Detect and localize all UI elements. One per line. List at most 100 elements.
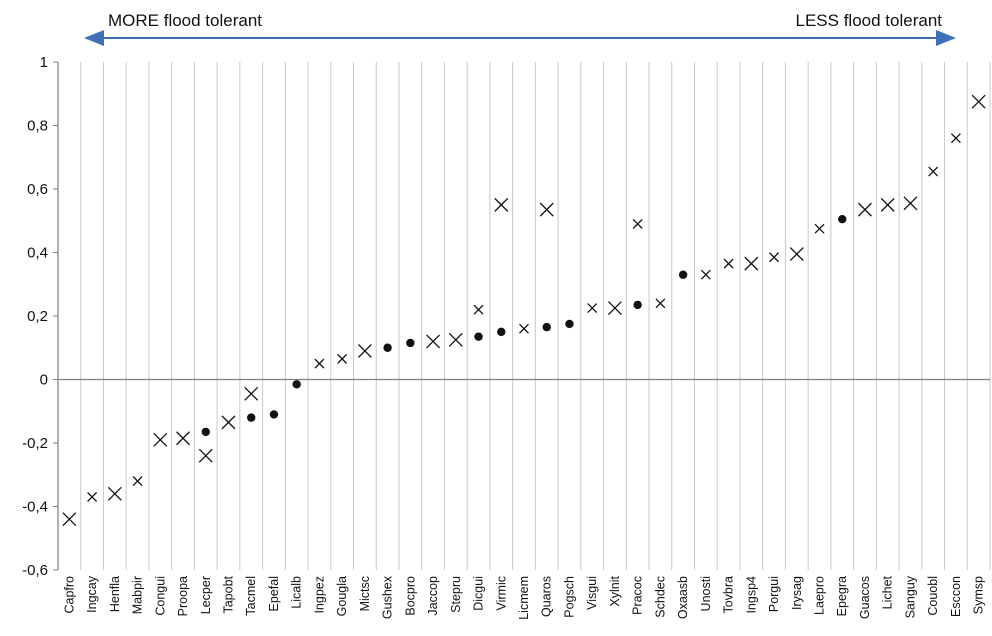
data-point-cross — [448, 332, 463, 347]
x-tick-label: Ingcay — [85, 575, 99, 613]
x-tick-label: Gougla — [335, 576, 349, 616]
y-tick-labels: 1 0,8 0,6 0,4 0,2 0 -0,2 -0,4 -0,6 — [22, 54, 48, 579]
x-tick-label: Pogsch — [562, 576, 576, 618]
data-point-dot — [633, 300, 642, 310]
x-tick-label: Xylnit — [608, 575, 622, 606]
data-point-cross — [814, 223, 825, 234]
x-tick-label: Porgui — [767, 576, 781, 612]
data-point-dot — [838, 214, 847, 224]
x-tick-label: Visgui — [585, 576, 599, 610]
y-tick-label: 0,4 — [27, 245, 48, 262]
data-point-cross — [928, 166, 939, 177]
data-point-cross — [87, 492, 98, 502]
x-tick-label: Epegra — [835, 576, 849, 616]
x-tick-label: Ingsp4 — [744, 576, 758, 614]
data-points — [62, 94, 986, 527]
data-point-cross — [62, 512, 77, 527]
data-point-cross — [587, 303, 598, 314]
x-tick-label: Jaccop — [426, 576, 440, 616]
data-point-cross — [337, 353, 348, 364]
data-point-cross — [176, 431, 190, 446]
data-point-cross — [494, 197, 509, 212]
data-point-cross — [971, 94, 986, 109]
data-point-dot — [247, 413, 256, 422]
x-tick-label: Virmic — [494, 576, 508, 611]
x-tick-label: Schdec — [653, 576, 667, 618]
y-tick-label: -0,6 — [22, 562, 48, 579]
x-tick-label: Mictsc — [358, 576, 372, 611]
x-tick-label: Licmem — [517, 576, 531, 620]
data-point-cross — [950, 133, 961, 144]
x-tick-label: Unosti — [699, 576, 713, 611]
x-tick-label: Mabpir — [131, 576, 145, 614]
data-point-dot — [292, 380, 301, 389]
x-tick-label: Tovbra — [722, 576, 736, 614]
data-point-dot — [406, 338, 415, 348]
y-tick-label: -0,2 — [22, 435, 48, 452]
data-point-cross — [607, 301, 622, 316]
data-point-dot — [542, 322, 551, 332]
x-tick-label: Ingpez — [312, 576, 326, 614]
x-tick-label: Congui — [153, 576, 167, 616]
data-point-cross — [244, 386, 259, 401]
data-point-cross — [880, 197, 895, 212]
y-tick-label: -0,4 — [22, 499, 48, 516]
data-point-cross — [221, 415, 236, 430]
x-tick-label: Pracoc — [631, 576, 645, 615]
annotation-more-tolerant: MORE flood tolerant — [108, 11, 262, 30]
y-tick-label: 0 — [40, 372, 48, 389]
x-tick-label: Tapobt — [221, 575, 235, 613]
data-point-cross — [903, 196, 918, 211]
x-tick-label: Lichet — [881, 575, 895, 609]
data-point-dot — [565, 319, 574, 329]
data-point-cross — [539, 202, 554, 217]
data-point-cross — [426, 334, 441, 349]
y-tick-label: 0,6 — [27, 181, 48, 198]
data-point-dot — [497, 327, 506, 337]
x-tick-label: Epefal — [267, 576, 281, 611]
y-tick-label: 0,8 — [27, 118, 48, 135]
data-point-dot — [474, 332, 483, 341]
x-tick-label: Henfla — [108, 576, 122, 612]
data-point-cross — [789, 247, 804, 262]
data-point-dot — [201, 427, 210, 437]
x-tick-label: Bocpro — [403, 576, 417, 616]
data-point-cross — [357, 343, 372, 358]
annotation-less-tolerant: LESS flood tolerant — [796, 11, 943, 30]
axes — [53, 61, 990, 571]
data-point-cross — [769, 252, 780, 263]
x-tick-label: Dicgui — [472, 576, 486, 611]
data-point-cross — [632, 218, 643, 229]
x-tick-label: Irysag — [790, 576, 804, 610]
data-point-dot — [269, 410, 279, 419]
x-tick-label: Stepru — [449, 576, 463, 613]
data-point-cross — [153, 432, 168, 447]
data-point-cross — [655, 298, 666, 309]
x-tick-labels: Capfro Ingcay Henfla Mabpir Congui Proopa Lecp… — [62, 575, 985, 620]
data-point-cross — [314, 358, 325, 369]
data-point-cross — [744, 256, 759, 271]
x-tick-label: Proopa — [176, 576, 190, 616]
x-tick-label: Gushex — [381, 575, 395, 619]
data-point-cross — [700, 269, 711, 280]
data-point-cross — [107, 486, 122, 501]
x-tick-label: Esccon — [949, 576, 963, 617]
x-tick-label: Oxaasb — [676, 576, 690, 619]
x-tick-label: Capfro — [62, 576, 76, 614]
x-tick-label: Quaros — [540, 576, 554, 617]
y-tick-label: 0,2 — [27, 308, 48, 325]
x-tick-label: Licalb — [290, 576, 304, 609]
x-tick-label: Sanguy — [903, 575, 917, 618]
data-point-cross — [198, 448, 213, 463]
vertical-gridlines — [80, 62, 991, 570]
data-point-cross — [858, 202, 872, 217]
x-tick-label: Laepro — [813, 576, 827, 615]
data-point-cross — [132, 476, 143, 487]
data-point-dot — [678, 270, 688, 279]
data-point-cross — [473, 304, 484, 315]
x-tick-label: Couobl — [926, 576, 940, 616]
x-tick-label: Tacmel — [244, 576, 258, 616]
x-tick-label: Guacos — [858, 576, 872, 619]
x-tick-label: Symsp — [972, 576, 986, 614]
